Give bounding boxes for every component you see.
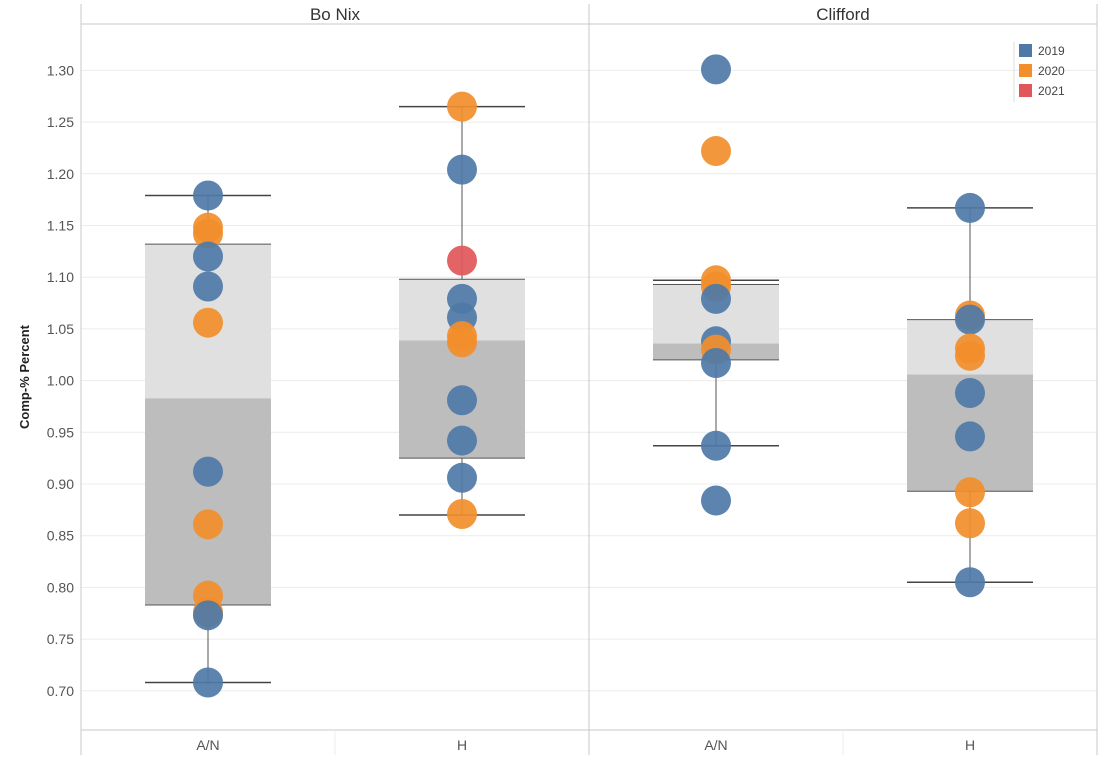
box-lower <box>145 398 271 605</box>
data-point-2020 <box>955 477 985 508</box>
data-point-2019 <box>955 192 985 223</box>
y-tick-label: 0.90 <box>47 476 74 492</box>
x-tick-label: A/N <box>196 737 219 753</box>
data-point-2020 <box>193 218 223 249</box>
data-point-2020 <box>193 509 223 540</box>
y-tick-label: 1.20 <box>47 166 74 182</box>
data-point-2020 <box>193 307 223 338</box>
data-point-2019 <box>701 430 731 461</box>
y-tick-label: 0.80 <box>47 579 74 595</box>
legend-swatch <box>1019 84 1032 97</box>
y-tick-label: 0.85 <box>47 528 74 544</box>
x-tick-label: H <box>457 737 467 753</box>
data-point-2020 <box>955 340 985 371</box>
data-point-2019 <box>955 421 985 452</box>
panel-frames <box>80 4 1098 755</box>
data-point-2020 <box>447 498 477 529</box>
data-point-2019 <box>701 348 731 379</box>
data-point-2020 <box>447 327 477 358</box>
data-point-2019 <box>447 462 477 493</box>
y-tick-label: 0.75 <box>47 631 74 647</box>
x-tick-label: A/N <box>704 737 727 753</box>
y-tick-label: 1.00 <box>47 373 74 389</box>
y-tick-label: 1.10 <box>47 269 74 285</box>
data-point-2019 <box>701 283 731 314</box>
panel-title: Clifford <box>816 5 870 24</box>
data-point-2019 <box>193 271 223 302</box>
data-point-2020 <box>955 508 985 539</box>
data-point-2019 <box>447 425 477 456</box>
legend: 2019 2020 2021 <box>1013 42 1065 102</box>
y-tick-label: 0.95 <box>47 424 74 440</box>
point-layer <box>193 54 985 698</box>
y-tick-label: 1.15 <box>47 218 74 234</box>
legend-swatch <box>1019 44 1032 57</box>
data-point-2019 <box>193 180 223 211</box>
data-point-2019 <box>447 154 477 185</box>
panel-title: Bo Nix <box>310 5 361 24</box>
data-point-2019 <box>193 667 223 698</box>
legend-label: 2020 <box>1038 64 1065 78</box>
legend-swatch <box>1019 64 1032 77</box>
data-point-2020 <box>701 136 731 167</box>
legend-label: 2019 <box>1038 44 1065 58</box>
data-point-2019 <box>701 485 731 516</box>
data-point-2019 <box>955 304 985 335</box>
text-layer: 0.70 0.75 0.80 0.85 0.90 0.95 1.00 1.05 1.10 1.15… <box>17 5 975 753</box>
data-point-2019 <box>193 600 223 631</box>
data-point-2019 <box>955 567 985 598</box>
data-point-2019 <box>701 54 731 85</box>
y-tick-label: 1.05 <box>47 321 74 337</box>
data-point-2021 <box>447 245 477 276</box>
y-axis-label: Comp-% Percent <box>17 324 32 429</box>
y-tick-label: 0.70 <box>47 683 74 699</box>
y-tick-label: 1.25 <box>47 114 74 130</box>
x-tick-label: H <box>965 737 975 753</box>
data-point-2019 <box>955 378 985 409</box>
data-point-2019 <box>193 456 223 487</box>
data-point-2020 <box>447 91 477 122</box>
legend-label: 2021 <box>1038 84 1065 98</box>
y-tick-label: 1.30 <box>47 62 74 78</box>
data-point-2019 <box>193 241 223 272</box>
data-point-2019 <box>447 385 477 416</box>
